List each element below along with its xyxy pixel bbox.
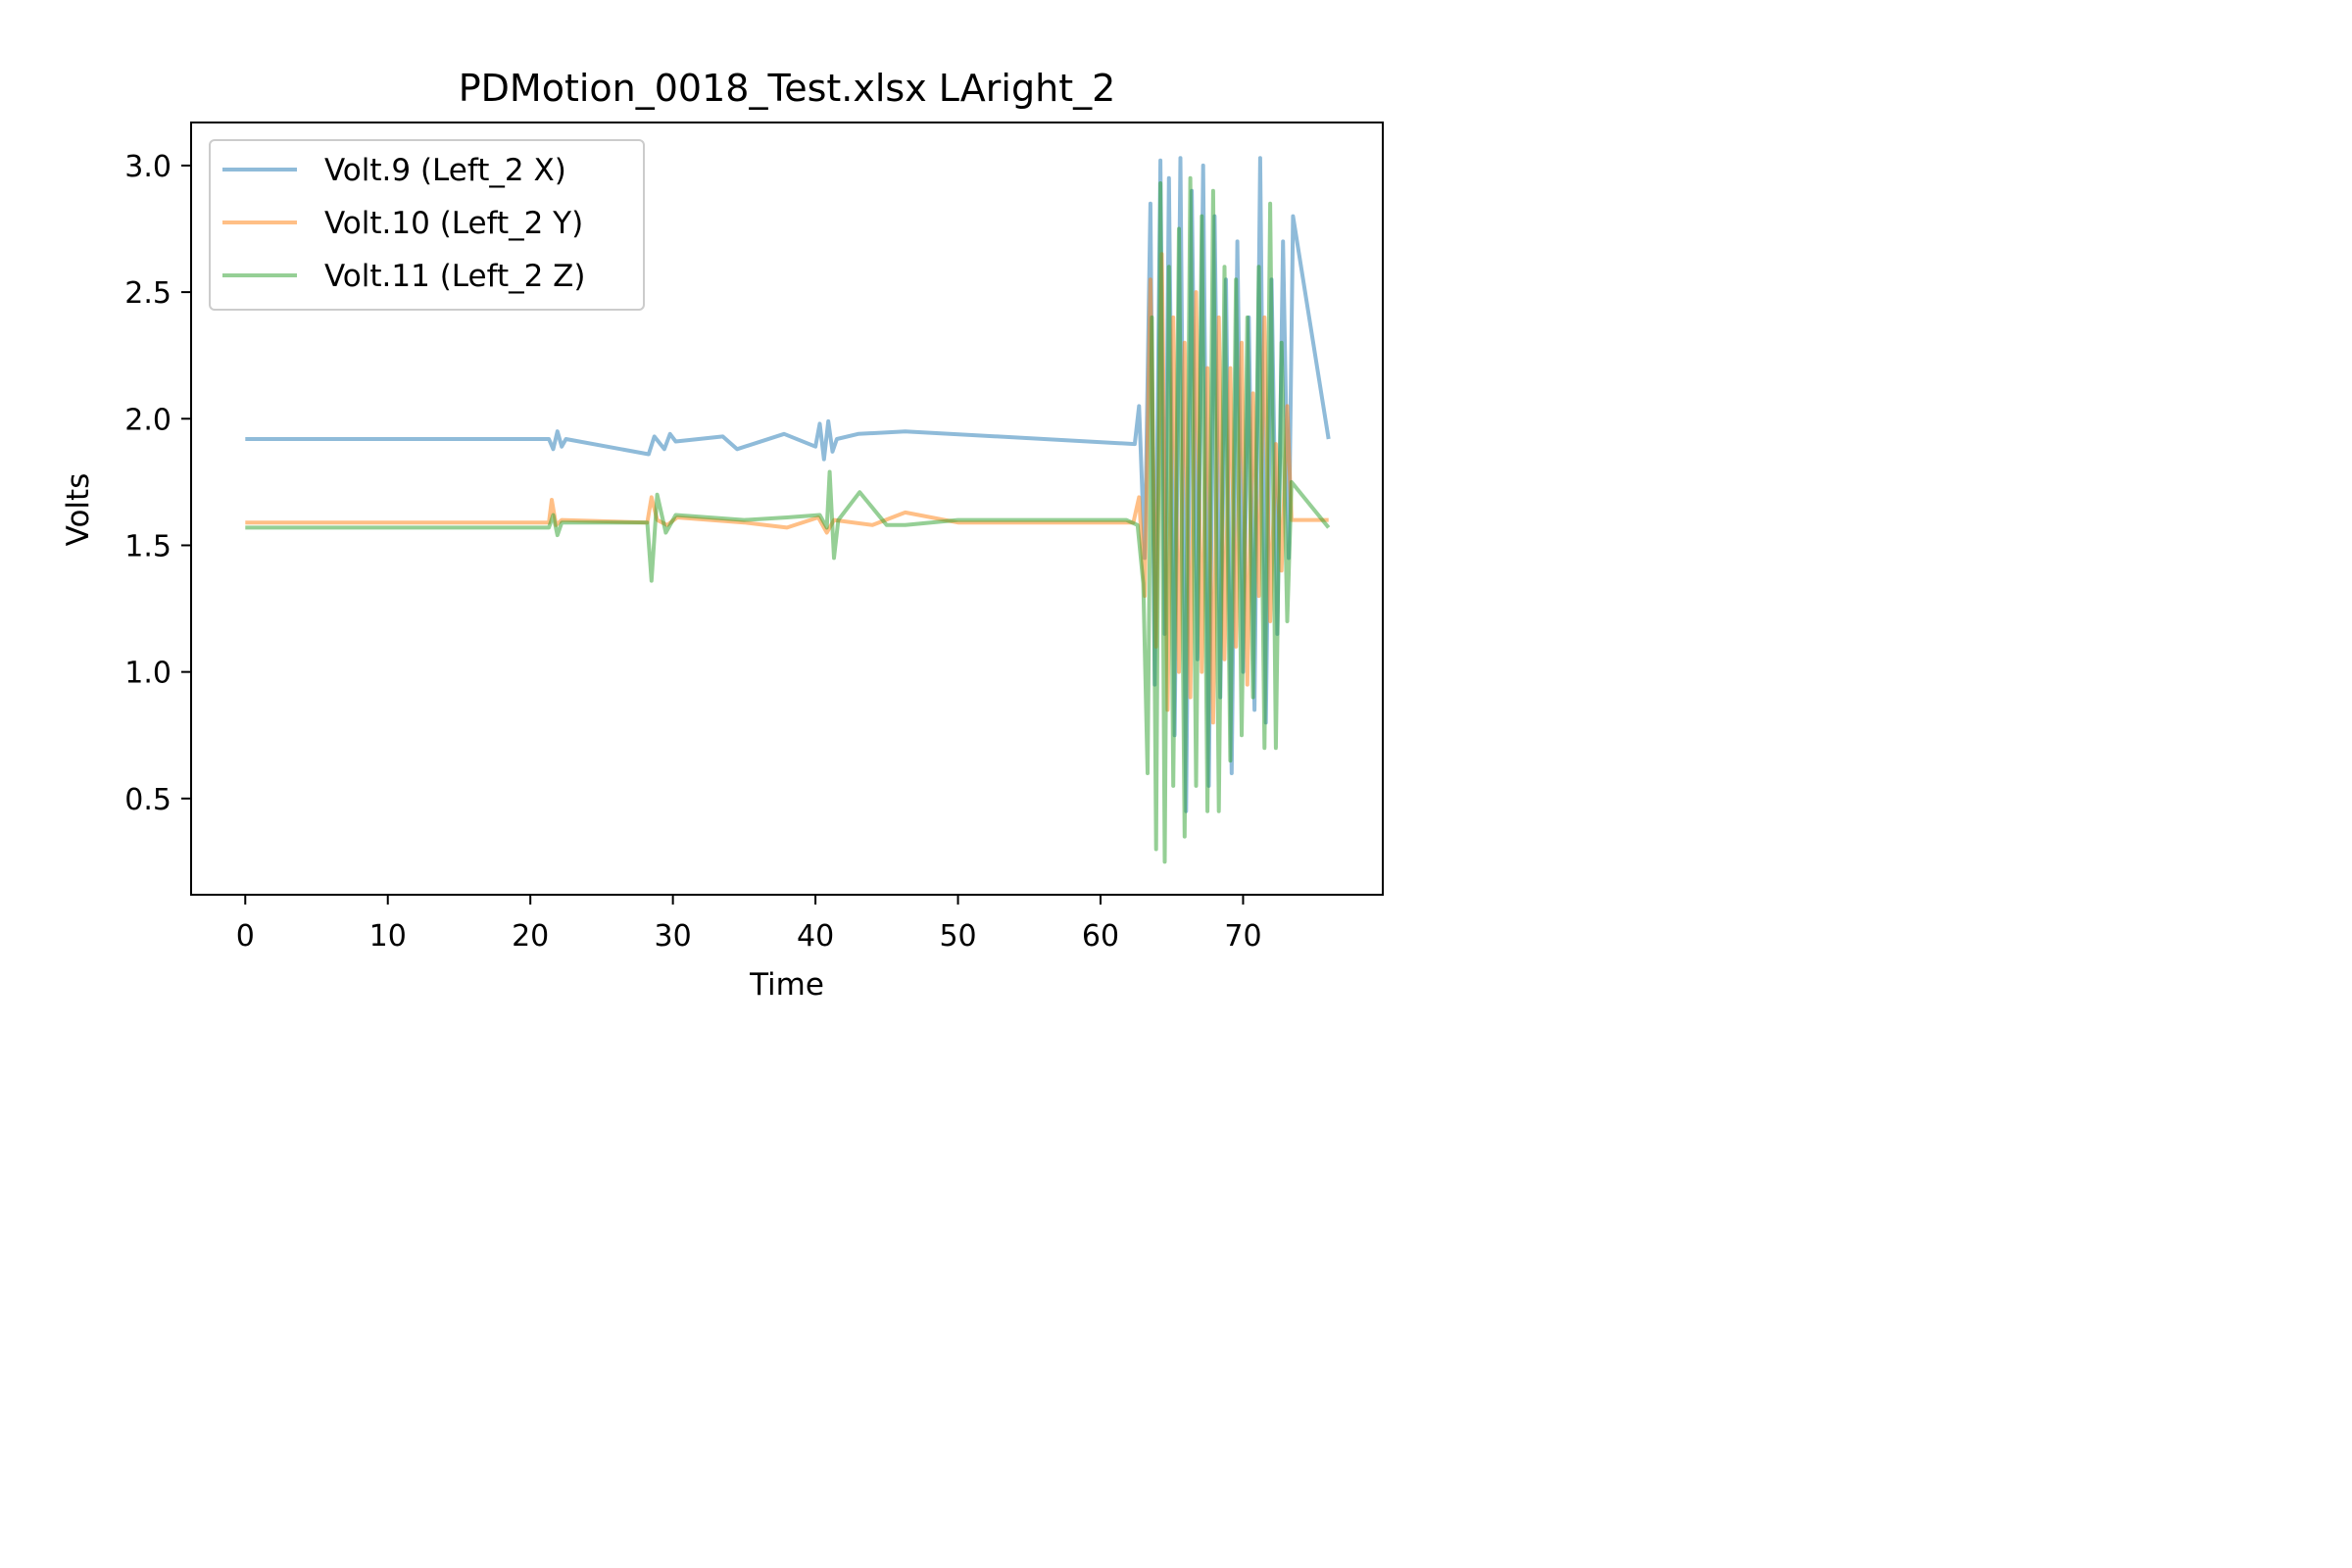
- series-layer: [245, 156, 1331, 864]
- y-tick-label: 2.5: [124, 276, 172, 311]
- plot-frame: [190, 122, 1384, 896]
- x-tick-label: 70: [1224, 919, 1261, 954]
- y-axis-label: Volts: [61, 473, 96, 547]
- x-tick-label: 60: [1082, 919, 1119, 954]
- legend-frame: [209, 139, 645, 311]
- x-tick-label: 50: [939, 919, 976, 954]
- x-tick-label: 30: [655, 919, 692, 954]
- legend: Volt.9 (Left_2 X) Volt.10 (Left_2 Y) Vol…: [209, 139, 645, 311]
- legend-label-volt9: Volt.9 (Left_2 X): [324, 153, 566, 188]
- y-tick-label: 1.0: [124, 657, 172, 691]
- legend-label-volt11: Volt.11 (Left_2 Z): [324, 259, 586, 294]
- y-tick-label: 0.5: [124, 783, 172, 817]
- x-tick-label: 0: [236, 919, 255, 954]
- y-tick-label: 2.0: [124, 403, 172, 437]
- y-tick-label: 1.5: [124, 529, 172, 564]
- x-tick-label: 20: [512, 919, 549, 954]
- x-axis-label: Time: [749, 967, 824, 1003]
- x-tick-label: 40: [797, 919, 834, 954]
- y-tick-label: 3.0: [124, 150, 172, 184]
- y-axis: 0.5 1.0 1.5 2.0 2.5 3.0: [124, 150, 191, 817]
- x-axis: 0 10 20 30 40 50 60 70: [236, 895, 1262, 954]
- chart-title: PDMotion_0018_Test.xlsx LAright_2: [459, 67, 1116, 110]
- series-line-2: [245, 175, 1331, 864]
- legend-label-volt10: Volt.10 (Left_2 Y): [324, 206, 583, 241]
- x-tick-label: 10: [369, 919, 407, 954]
- chart: PDMotion_0018_Test.xlsx LAright_2 0 10 20 3…: [61, 67, 1384, 1003]
